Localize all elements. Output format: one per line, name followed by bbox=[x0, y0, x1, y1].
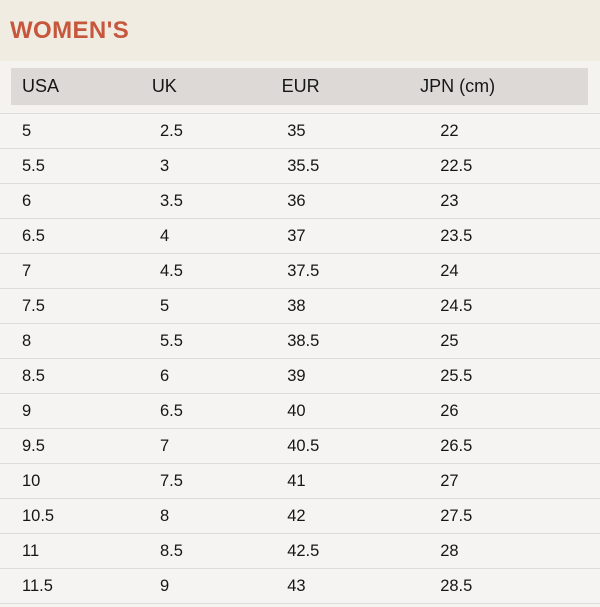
table-cell: 22 bbox=[440, 121, 459, 140]
table-cell: 24 bbox=[440, 261, 459, 280]
table-cell: 40.5 bbox=[287, 436, 320, 455]
table-cell: 6 bbox=[22, 191, 32, 210]
table-row: 7.5 5 38 24.5 bbox=[0, 288, 600, 323]
table-cell: 4.5 bbox=[160, 261, 183, 280]
table-cell: 8 bbox=[22, 331, 32, 350]
table-cell: 7.5 bbox=[22, 296, 45, 315]
table-row: 6 3.5 36 23 bbox=[0, 183, 600, 218]
table-cell: 4 bbox=[160, 226, 170, 245]
table-cell: 9 bbox=[160, 576, 170, 595]
table-cell: 27 bbox=[440, 471, 459, 490]
table-cell: 11.5 bbox=[22, 576, 53, 595]
table-cell: 42.5 bbox=[287, 541, 320, 560]
table-cell: 3.5 bbox=[160, 191, 183, 210]
table-row: 11 8.5 42.5 28 bbox=[0, 533, 600, 568]
column-header-usa: USA bbox=[22, 76, 60, 96]
table-cell: 42 bbox=[287, 506, 306, 525]
table-cell: 37 bbox=[287, 226, 306, 245]
column-header-eur: EUR bbox=[281, 76, 320, 96]
size-table-body: 5 2.5 35 22 5.5 3 35.5 22.5 6 3.5 36 23 6.5 4 37 23.5 7 4… bbox=[0, 113, 600, 604]
table-row: 9 6.5 40 26 bbox=[0, 393, 600, 428]
table-cell: 8 bbox=[160, 506, 170, 525]
table-row: 10 7.5 41 27 bbox=[0, 463, 600, 498]
table-cell: 23 bbox=[440, 191, 459, 210]
size-conversion-table: USA UK EUR JPN (cm) 5 2.5 35 22 5.5 3 35.5 22.5… bbox=[0, 68, 600, 604]
table-cell: 43 bbox=[287, 576, 306, 595]
table-cell: 26 bbox=[440, 401, 459, 420]
table-row: 5 2.5 35 22 bbox=[0, 113, 600, 148]
table-cell: 8.5 bbox=[22, 366, 45, 385]
table-cell: 27.5 bbox=[440, 506, 473, 525]
table-cell: 8.5 bbox=[160, 541, 183, 560]
table-cell: 7 bbox=[22, 261, 32, 280]
table-cell: 6 bbox=[160, 366, 170, 385]
column-header-uk: UK bbox=[151, 76, 177, 96]
table-cell: 25 bbox=[440, 331, 459, 350]
table-header-row: USA UK EUR JPN (cm) bbox=[11, 68, 588, 105]
table-cell: 23.5 bbox=[440, 226, 473, 245]
table-row: 8 5.5 38.5 25 bbox=[0, 323, 600, 358]
table-cell: 9 bbox=[22, 401, 32, 420]
table-cell: 38 bbox=[287, 296, 306, 315]
table-row: 7 4.5 37.5 24 bbox=[0, 253, 600, 288]
table-row: 5.5 3 35.5 22.5 bbox=[0, 148, 600, 183]
table-cell: 11 bbox=[22, 541, 40, 560]
table-cell: 5 bbox=[160, 296, 170, 315]
table-cell: 28 bbox=[440, 541, 459, 560]
table-cell: 5 bbox=[22, 121, 32, 140]
table-cell: 2.5 bbox=[160, 121, 183, 140]
table-cell: 39 bbox=[287, 366, 306, 385]
table-cell: 10.5 bbox=[22, 506, 55, 525]
table-row: 8.5 6 39 25.5 bbox=[0, 358, 600, 393]
page-title: WOMEN'S bbox=[10, 16, 130, 44]
table-row: 11.5 9 43 28.5 bbox=[0, 568, 600, 603]
table-cell: 25.5 bbox=[440, 366, 473, 385]
table-cell: 10 bbox=[22, 471, 41, 490]
table-cell: 7 bbox=[160, 436, 170, 455]
table-cell: 35.5 bbox=[287, 156, 320, 175]
table-cell: 28.5 bbox=[440, 576, 473, 595]
table-cell: 24.5 bbox=[440, 296, 473, 315]
table-cell: 40 bbox=[287, 401, 306, 420]
table-cell: 35 bbox=[287, 121, 306, 140]
table-cell: 5.5 bbox=[22, 156, 45, 175]
table-cell: 37.5 bbox=[287, 261, 320, 280]
table-row: 10.5 8 42 27.5 bbox=[0, 498, 600, 533]
table-row: 6.5 4 37 23.5 bbox=[0, 218, 600, 253]
table-cell: 9.5 bbox=[22, 436, 45, 455]
table-cell: 41 bbox=[287, 471, 306, 490]
table-cell: 6.5 bbox=[160, 401, 183, 420]
table-row: 9.5 7 40.5 26.5 bbox=[0, 428, 600, 463]
section-banner: WOMEN'S bbox=[0, 0, 600, 61]
column-header-jpn: JPN (cm) bbox=[420, 76, 496, 96]
table-cell: 36 bbox=[287, 191, 306, 210]
table-cell: 3 bbox=[160, 156, 170, 175]
table-cell: 5.5 bbox=[160, 331, 183, 350]
table-cell: 22.5 bbox=[440, 156, 473, 175]
table-cell: 7.5 bbox=[160, 471, 183, 490]
table-cell: 26.5 bbox=[440, 436, 473, 455]
table-cell: 38.5 bbox=[287, 331, 320, 350]
table-cell: 6.5 bbox=[22, 226, 45, 245]
